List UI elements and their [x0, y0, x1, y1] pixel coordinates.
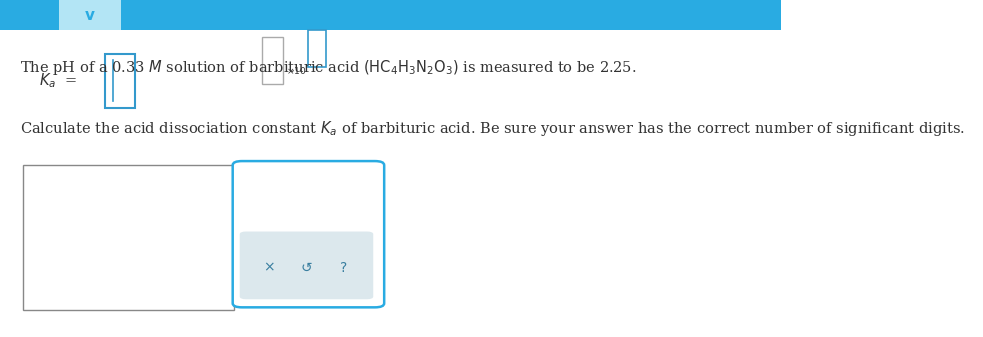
Text: ×: × [263, 261, 275, 275]
FancyBboxPatch shape [59, 0, 121, 30]
Text: ?: ? [340, 261, 347, 275]
FancyBboxPatch shape [105, 54, 135, 108]
FancyBboxPatch shape [233, 161, 384, 307]
Text: $\times$10: $\times$10 [286, 65, 306, 75]
FancyBboxPatch shape [240, 232, 374, 299]
Text: $K_a$  =: $K_a$ = [39, 71, 78, 90]
Text: The pH of a 0.33 $M$ solution of barbituric acid $\left(\mathrm{HC_4H_3N_2O_3}\r: The pH of a 0.33 $M$ solution of barbitu… [20, 58, 636, 77]
FancyBboxPatch shape [261, 37, 283, 84]
FancyBboxPatch shape [309, 30, 325, 67]
Text: Calculate the acid dissociation constant $K_a$ of barbituric acid. Be sure your : Calculate the acid dissociation constant… [20, 119, 964, 137]
Text: ↺: ↺ [300, 261, 312, 275]
Text: v: v [85, 8, 94, 23]
FancyBboxPatch shape [24, 165, 234, 310]
FancyBboxPatch shape [0, 0, 781, 30]
